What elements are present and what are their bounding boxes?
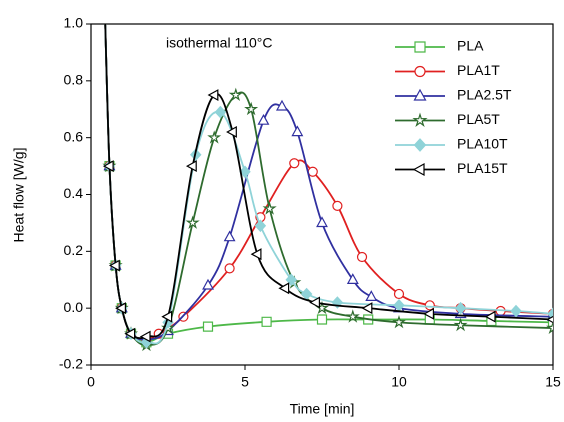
- data-point: [207, 130, 222, 144]
- data-point: [285, 273, 298, 286]
- y-tick-label: 0.6: [64, 128, 84, 144]
- data-point: [275, 99, 288, 111]
- y-tick-label: 0.2: [64, 242, 84, 258]
- x-tick-label: 10: [391, 374, 407, 390]
- data-point: [100, 4, 110, 14]
- data-point: [239, 165, 251, 179]
- data-point: [546, 315, 553, 324]
- legend-marker: [414, 41, 426, 53]
- data-point: [100, 5, 109, 15]
- data-point: [228, 87, 243, 102]
- data-point: [100, 4, 110, 15]
- data-point: [202, 278, 215, 290]
- legend-marker: [414, 65, 426, 78]
- x-tick-label: 15: [545, 374, 561, 390]
- data-point: [244, 101, 259, 116]
- legend-marker: [413, 88, 427, 101]
- data-point: [124, 327, 136, 340]
- data-point: [510, 304, 522, 318]
- data-point: [289, 158, 300, 169]
- y-axis-label: Heat flow [W/g]: [11, 148, 27, 243]
- y-tick-label: 0.4: [64, 185, 84, 201]
- data-point: [161, 310, 173, 323]
- data-point: [202, 321, 214, 332]
- legend-label: PLA2.5T: [457, 87, 512, 103]
- data-point: [261, 316, 272, 327]
- data-point: [139, 330, 151, 343]
- data-point: [291, 125, 304, 137]
- data-point: [392, 315, 406, 329]
- data-point: [393, 288, 405, 300]
- x-axis-label: Time [min]: [290, 401, 355, 417]
- data-point: [546, 320, 553, 335]
- plot-area: [100, 4, 553, 352]
- data-point: [307, 166, 318, 177]
- y-tick-label: 1.0: [64, 15, 84, 31]
- data-point: [262, 201, 277, 215]
- data-point: [278, 282, 290, 295]
- data-point: [332, 200, 343, 211]
- data-point: [207, 89, 219, 102]
- y-tick-label: 0.0: [64, 299, 84, 315]
- data-point: [316, 216, 328, 228]
- data-point: [257, 113, 270, 125]
- data-point: [484, 310, 496, 323]
- x-tick-label: 0: [87, 374, 95, 390]
- annotation: isothermal 110°C: [166, 35, 273, 51]
- data-point: [316, 314, 328, 325]
- data-point: [100, 5, 109, 14]
- data-point: [224, 263, 235, 274]
- data-point: [214, 105, 227, 119]
- x-tick-label: 5: [241, 374, 249, 390]
- data-point: [115, 302, 126, 315]
- data-point: [185, 160, 197, 173]
- data-point: [309, 296, 320, 309]
- legend-label: PLA10T: [457, 136, 508, 152]
- legend-label: PLA15T: [457, 160, 508, 176]
- legend-marker: [412, 162, 425, 177]
- data-point: [223, 230, 236, 242]
- data-point: [453, 317, 468, 332]
- data-point: [254, 219, 267, 233]
- data-point: [100, 4, 110, 13]
- legend-marker: [412, 112, 428, 128]
- y-tick-label: -0.2: [59, 356, 83, 372]
- data-point: [454, 301, 467, 315]
- data-point: [100, 5, 109, 14]
- data-point: [365, 290, 378, 301]
- data-point: [346, 273, 359, 284]
- data-point: [300, 287, 313, 301]
- data-point: [361, 302, 373, 315]
- legend-label: PLA1T: [457, 62, 500, 78]
- data-point: [356, 251, 368, 263]
- data-point: [102, 160, 114, 173]
- data-point: [250, 248, 262, 261]
- data-point: [423, 307, 434, 320]
- y-tick-label: 0.8: [64, 72, 84, 88]
- legend-label: PLA: [457, 38, 484, 54]
- data-point: [108, 259, 120, 272]
- data-point: [226, 125, 237, 138]
- data-point: [185, 215, 200, 229]
- legend-label: PLA5T: [457, 111, 500, 127]
- legend-marker: [413, 138, 427, 152]
- data-point: [345, 309, 360, 323]
